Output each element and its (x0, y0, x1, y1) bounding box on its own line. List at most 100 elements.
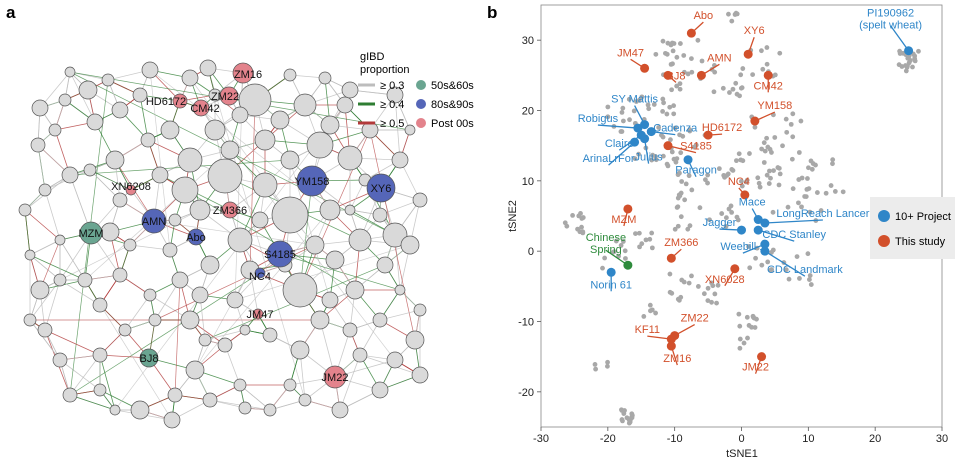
background-point-160 (755, 175, 761, 181)
background-point-277 (769, 249, 774, 255)
background-point-330 (738, 72, 744, 78)
network-node-18 (160, 120, 180, 140)
network-node-30 (101, 73, 115, 87)
background-point-247 (712, 291, 718, 297)
network-node-92 (100, 222, 120, 242)
network-edge-446 (99, 354, 116, 411)
leader-pi190962-spelt-wheat (890, 25, 910, 52)
y-tick-label-0: -20 (518, 387, 534, 399)
point-paragon (683, 155, 693, 165)
network-edge-413 (239, 384, 271, 411)
point-cm42 (763, 70, 773, 80)
background-point-45 (660, 38, 666, 44)
network-node-108 (231, 106, 249, 124)
background-point-225 (622, 248, 628, 254)
background-point-268 (754, 316, 759, 322)
network-edge-70 (279, 253, 401, 291)
node-legend-label-2: Post 00s (431, 118, 474, 130)
background-point-208 (580, 229, 586, 235)
background-point-248 (715, 282, 721, 288)
point-nc4 (740, 190, 750, 200)
background-point-214 (562, 220, 568, 226)
network-node-91 (53, 273, 67, 287)
background-point-2 (667, 104, 673, 110)
tsne-scatter: -30 -20 -10 0 10 20 30 -20 -10 0 10 20 30 PI190962 (s… (507, 4, 955, 460)
point-label-cadenza: Cadenza (653, 123, 698, 135)
background-point-301 (916, 48, 921, 54)
point-cdc-landmark (760, 246, 770, 256)
background-point-185 (767, 168, 772, 174)
panel-letter-a: a (6, 3, 16, 22)
background-point-222 (611, 249, 616, 255)
point-label-jagger: Jagger (703, 217, 737, 229)
point-amn (696, 70, 706, 80)
background-point-281 (807, 273, 813, 278)
node-xy6 (366, 173, 396, 203)
background-point-43 (689, 69, 695, 75)
background-point-178 (803, 194, 809, 200)
network-node-17 (189, 199, 211, 221)
background-point-89 (672, 125, 678, 131)
background-point-182 (771, 168, 776, 173)
background-point-320 (605, 363, 610, 369)
y-tick-label-4: 20 (522, 106, 534, 118)
background-point-256 (641, 314, 647, 319)
node-nc4 (254, 267, 266, 279)
background-point-100 (796, 150, 802, 155)
x-axis-label: tSNE1 (726, 448, 758, 460)
background-point-335 (671, 41, 677, 46)
background-point-111 (726, 11, 731, 17)
background-point-254 (647, 302, 653, 308)
background-point-120 (702, 177, 708, 183)
node-legend-swatch-1 (416, 99, 426, 109)
point-weebill-1 (760, 239, 770, 249)
background-point-3 (646, 106, 652, 112)
network-node-74 (37, 322, 53, 338)
background-point-172 (785, 204, 791, 210)
background-point-5 (671, 111, 677, 117)
network-node-113 (202, 392, 218, 408)
panel-letter-b: b (487, 3, 497, 22)
background-point-167 (739, 183, 745, 189)
background-point-275 (769, 267, 774, 272)
network-node-58 (283, 378, 297, 392)
background-point-188 (776, 182, 782, 188)
network-node-34 (48, 123, 62, 137)
network-node-36 (111, 101, 129, 119)
background-point-128 (730, 168, 736, 173)
network-node-117 (413, 303, 427, 317)
network-node-69 (130, 400, 150, 420)
background-point-261 (736, 311, 742, 317)
network-node-49 (376, 256, 394, 274)
background-point-173 (818, 208, 824, 213)
node-legend-label-1: 80s&90s (431, 99, 474, 111)
background-point-159 (744, 177, 750, 183)
background-point-97 (789, 156, 795, 162)
background-point-162 (762, 148, 768, 154)
network-node-99 (321, 291, 339, 309)
network-node-70 (109, 404, 121, 416)
network-edge-451 (59, 359, 101, 391)
network-edge-621 (29, 239, 61, 256)
background-point-96 (788, 121, 794, 127)
background-point-106 (784, 129, 790, 135)
background-point-166 (736, 151, 742, 157)
network-node-62 (238, 401, 252, 415)
background-point-105 (772, 135, 778, 140)
background-point-4 (660, 153, 666, 159)
background-point-344 (737, 336, 743, 342)
background-point-127 (682, 197, 688, 203)
background-point-14 (632, 156, 638, 162)
network-node-112 (239, 324, 251, 336)
background-point-184 (776, 165, 782, 171)
node-label-xy6: XY6 (371, 183, 392, 195)
background-point-273 (753, 255, 758, 261)
background-point-12 (605, 104, 611, 110)
network-node-28 (64, 66, 76, 78)
background-point-270 (765, 259, 771, 265)
network-node-109 (320, 115, 340, 135)
node-label-zm16: ZM16 (234, 69, 262, 81)
network-node-83 (123, 238, 137, 252)
